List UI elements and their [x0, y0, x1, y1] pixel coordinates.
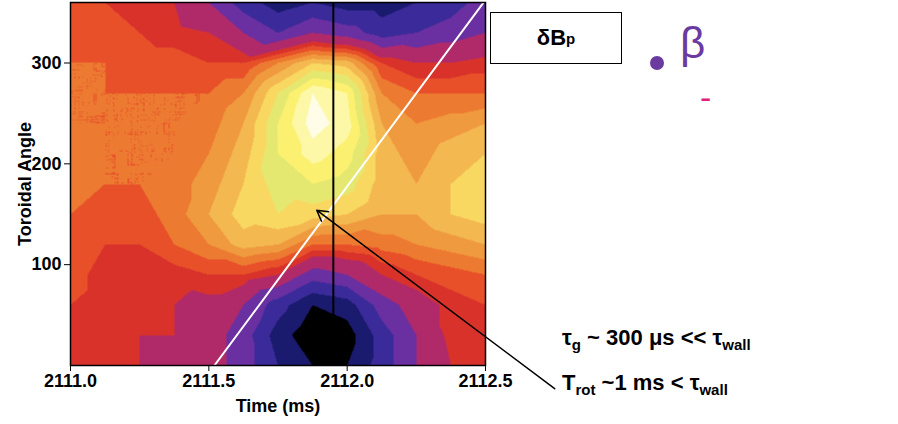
svg-text:2112.0: 2112.0 — [320, 371, 374, 391]
html-text:Trot~1 ms < τwall: Trot~1 ms < τwall — [562, 370, 728, 399]
svg-text:2112.5: 2112.5 — [458, 371, 512, 391]
html-text:τg~ 300 μs << τwall: τg~ 300 μs << τwall — [562, 325, 751, 354]
svg-text:Toroidal Angle: Toroidal Angle — [15, 122, 35, 246]
svg-text:2111.0: 2111.0 — [44, 371, 97, 391]
svg-text:Time (ms): Time (ms) — [236, 396, 321, 416]
html-text:δBp: δBp — [536, 25, 576, 50]
svg-text:200: 200 — [31, 154, 61, 174]
svg-text:2111.5: 2111.5 — [182, 371, 235, 391]
html-text:β: β — [680, 18, 706, 67]
svg-text:300: 300 — [31, 53, 61, 73]
svg-text:100: 100 — [31, 254, 61, 274]
